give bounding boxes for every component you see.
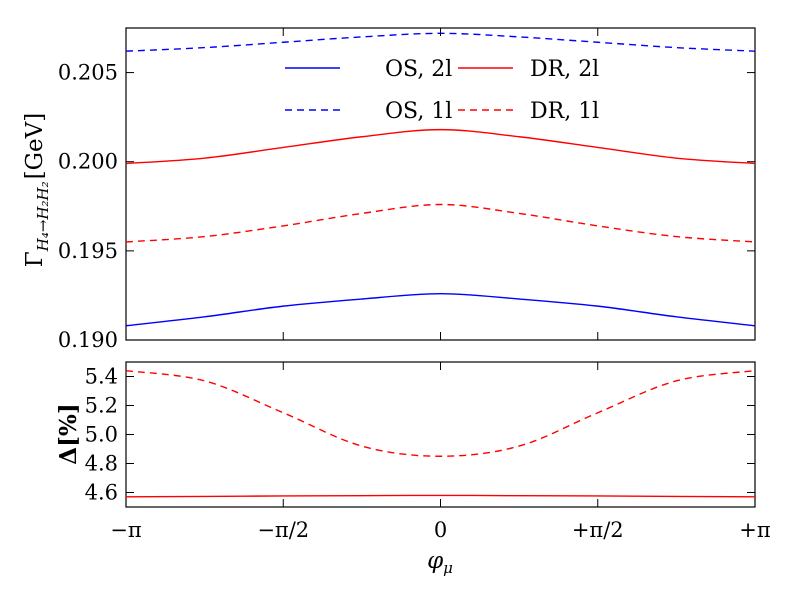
bottom-x-ticks: −π −π/2 0 +π/2 +π [110, 362, 771, 542]
x-tick-label: +π [739, 518, 771, 542]
bottom-series-group [125, 370, 756, 498]
bottom-y-tick-label: 5.0 [85, 423, 118, 447]
legend-label-os-2l: OS, 2l [385, 57, 452, 82]
y-label-unit: [GeV] [22, 113, 48, 180]
x-axis-label: φμ [427, 548, 453, 577]
top-series-line-dr-1l [125, 203, 756, 243]
bottom-series-line-2l [125, 494, 756, 498]
top-x-ticks [125, 28, 756, 340]
top-y-tick-label: 0.190 [58, 328, 118, 352]
legend: OS, 2l DR, 2l OS, 1l DR, 1l [285, 57, 599, 124]
x-label-subscript: μ [443, 559, 453, 577]
legend-label-dr-1l: DR, 1l [530, 99, 599, 124]
top-series-line-dr-2l [125, 128, 756, 165]
legend-label-os-1l: OS, 1l [385, 99, 452, 124]
bottom-y-tick-label: 5.4 [85, 365, 118, 389]
top-y-tick-label: 0.200 [58, 150, 118, 174]
x-label-symbol: φ [427, 548, 444, 574]
bottom-y-tick-label: 4.8 [85, 452, 118, 476]
bottom-series-line-1l [125, 370, 756, 457]
x-tick-label: −π [110, 518, 142, 542]
top-y-tick-label: 0.205 [58, 61, 118, 85]
top-y-axis-label: ΓH₄→H₂H₂[GeV] [22, 113, 52, 267]
top-y-tick-label: 0.195 [58, 239, 118, 263]
top-panel: 0.190 0.195 0.200 0.205 ΓH₄→H₂H₂[GeV] OS, 2… [22, 27, 756, 352]
top-series-line-os-2l [125, 292, 756, 327]
y-label-subscript: H₄→H₂H₂ [34, 181, 52, 252]
legend-label-dr-2l: DR, 2l [530, 57, 599, 82]
bottom-panel: 4.6 4.8 5.0 5.2 5.4 −π −π/2 0 +π/2 +π Δ[%] φμ [55, 361, 771, 577]
top-y-ticks: 0.190 0.195 0.200 0.205 [58, 61, 755, 352]
x-tick-label: +π/2 [572, 518, 624, 542]
bottom-y-tick-label: 5.2 [85, 394, 118, 418]
y-label-symbol: Γ [22, 251, 48, 267]
bottom-y-axis-label: Δ[%] [55, 403, 82, 464]
bottom-y-ticks: 4.6 4.8 5.0 5.2 5.4 [85, 365, 755, 505]
x-tick-label: 0 [434, 518, 447, 542]
bottom-y-tick-label: 4.6 [85, 481, 118, 505]
x-tick-label: −π/2 [257, 518, 309, 542]
